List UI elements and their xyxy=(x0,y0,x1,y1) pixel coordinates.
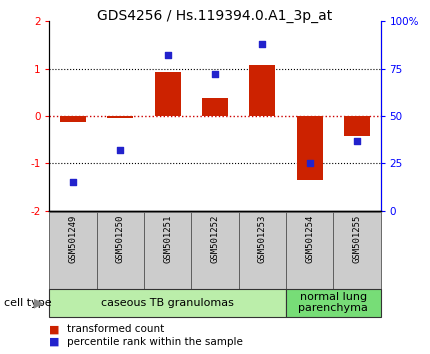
Text: ■: ■ xyxy=(49,337,60,347)
Text: ■: ■ xyxy=(49,324,60,334)
Text: GSM501254: GSM501254 xyxy=(305,215,314,263)
Bar xyxy=(239,212,286,289)
Bar xyxy=(333,212,381,289)
Point xyxy=(306,160,313,166)
Point xyxy=(259,41,266,47)
Bar xyxy=(49,212,97,289)
Point xyxy=(70,179,77,185)
Text: transformed count: transformed count xyxy=(67,324,164,334)
Bar xyxy=(191,212,239,289)
Bar xyxy=(155,72,181,116)
Text: cell type: cell type xyxy=(4,298,52,308)
Text: percentile rank within the sample: percentile rank within the sample xyxy=(67,337,243,347)
Bar xyxy=(297,116,322,180)
Bar xyxy=(60,116,86,122)
Bar xyxy=(286,212,333,289)
Bar xyxy=(286,289,381,317)
Text: GSM501255: GSM501255 xyxy=(353,215,361,263)
Bar xyxy=(249,65,275,116)
Point xyxy=(164,52,171,58)
Point xyxy=(353,138,360,143)
Text: GSM501250: GSM501250 xyxy=(116,215,125,263)
Text: GSM501252: GSM501252 xyxy=(211,215,219,263)
Bar xyxy=(97,212,144,289)
Bar xyxy=(108,116,133,118)
Text: caseous TB granulomas: caseous TB granulomas xyxy=(101,298,234,308)
Bar xyxy=(144,212,191,289)
Text: GSM501249: GSM501249 xyxy=(69,215,77,263)
Bar xyxy=(344,116,370,136)
Bar xyxy=(202,98,228,116)
Text: normal lung
parenchyma: normal lung parenchyma xyxy=(298,292,368,314)
Text: GSM501251: GSM501251 xyxy=(163,215,172,263)
Text: GDS4256 / Hs.119394.0.A1_3p_at: GDS4256 / Hs.119394.0.A1_3p_at xyxy=(97,9,333,23)
Point xyxy=(212,72,218,77)
Text: GSM501253: GSM501253 xyxy=(258,215,267,263)
Bar xyxy=(49,289,286,317)
Point xyxy=(117,147,124,153)
Text: ▶: ▶ xyxy=(34,296,43,309)
